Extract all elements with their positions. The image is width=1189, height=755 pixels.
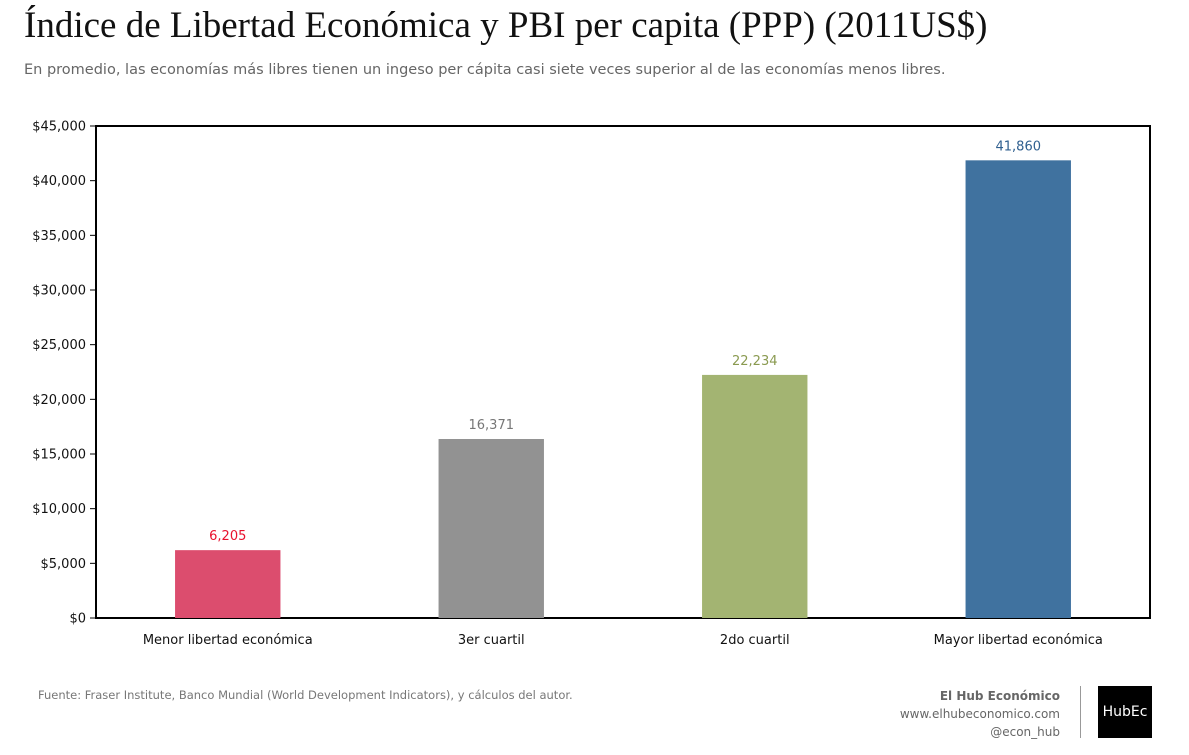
data-label: 41,860 [996, 139, 1042, 154]
brand-block: El Hub Económico www.elhubeconomico.com … [900, 687, 1060, 741]
y-tick-label: $5,000 [41, 557, 87, 572]
chart-title: Índice de Libertad Económica y PBI per c… [24, 5, 988, 46]
data-label: 6,205 [209, 529, 246, 544]
y-tick-label: $25,000 [32, 338, 86, 353]
plot-area-frame [95, 125, 1151, 619]
brand-handle[interactable]: @econ_hub [990, 725, 1060, 739]
x-category-label: 2do cuartil [720, 633, 790, 648]
y-tick-label: $35,000 [32, 229, 86, 244]
y-tick-label: $30,000 [32, 284, 86, 299]
y-tick-label: $0 [69, 612, 86, 627]
y-tick-label: $20,000 [32, 393, 86, 408]
bars: 6,205 16,371 22,234 41,860 [175, 139, 1071, 618]
y-tick-label: $45,000 [32, 120, 86, 135]
bar-chart: $0 $5,000 $10,000 $15,000 $20,000 $25,000 $30,… [32, 120, 1151, 648]
y-tick-label: $15,000 [32, 448, 86, 463]
y-tick-label: $10,000 [32, 502, 86, 517]
bar [175, 550, 281, 618]
brand-website[interactable]: www.elhubeconomico.com [899, 707, 1060, 721]
data-label: 22,234 [732, 354, 778, 369]
bar [438, 439, 544, 618]
x-axis: Menor libertad económica 3er cuartil 2do c… [143, 633, 1103, 648]
y-axis: $0 $5,000 $10,000 $15,000 $20,000 $25,000 $30,… [32, 120, 96, 627]
data-label: 16,371 [469, 418, 515, 433]
bar [965, 160, 1071, 618]
y-tick-label: $40,000 [32, 174, 86, 189]
x-category-label: Menor libertad económica [143, 633, 313, 648]
source-note: Fuente: Fraser Institute, Banco Mundial … [38, 688, 573, 702]
hubec-logo: HubEc [1098, 686, 1152, 738]
brand-name: El Hub Económico [939, 689, 1060, 703]
x-category-label: 3er cuartil [458, 633, 525, 648]
brand-divider [1080, 686, 1081, 738]
bar [702, 374, 808, 618]
x-category-label: Mayor libertad económica [934, 633, 1103, 648]
chart-subtitle: En promedio, las economías más libres ti… [24, 62, 946, 78]
